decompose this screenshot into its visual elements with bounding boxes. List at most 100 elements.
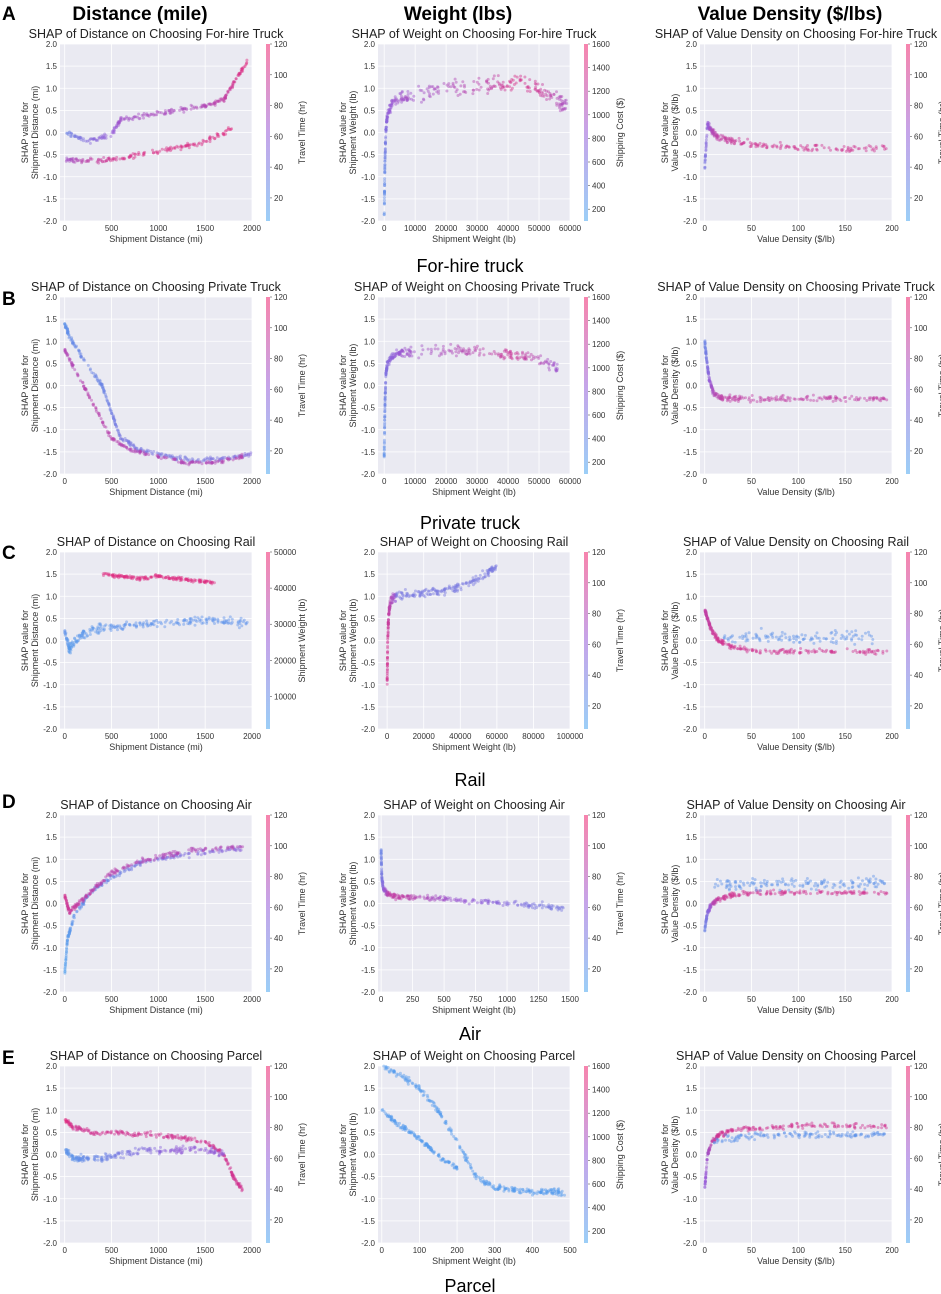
data-point <box>509 353 513 357</box>
data-point <box>385 360 389 364</box>
data-point <box>824 637 828 641</box>
data-point <box>704 146 708 150</box>
data-point <box>383 402 387 406</box>
data-point <box>184 144 188 148</box>
colorbar-tick-label: 10000 <box>274 692 297 701</box>
data-point <box>380 867 384 871</box>
data-point <box>174 621 178 625</box>
data-point <box>143 150 147 154</box>
data-point <box>813 884 816 888</box>
data-point <box>874 147 878 150</box>
data-point <box>549 360 553 363</box>
data-point <box>383 888 387 892</box>
data-point <box>422 895 426 899</box>
data-point <box>193 623 197 627</box>
data-point <box>220 620 223 624</box>
data-point <box>812 641 816 645</box>
data-point <box>181 107 185 111</box>
data-point <box>170 576 174 580</box>
data-point <box>508 350 511 354</box>
data-point <box>83 387 87 391</box>
data-point <box>86 393 90 397</box>
data-point <box>404 594 408 598</box>
data-point <box>518 79 522 83</box>
y-tick-label: 0.5 <box>46 614 58 623</box>
data-point <box>704 141 708 145</box>
data-point <box>772 888 776 892</box>
data-point <box>707 122 711 126</box>
data-point <box>195 106 199 110</box>
data-point <box>164 456 168 460</box>
data-point <box>66 331 70 335</box>
colorbar-tick-label: 50000 <box>274 548 297 557</box>
data-point <box>142 450 146 454</box>
x-tick-label: 10000 <box>404 477 427 486</box>
data-point <box>152 450 156 453</box>
colorbar-tick-label: 40 <box>592 671 601 680</box>
data-point <box>121 439 125 443</box>
data-point <box>107 156 111 160</box>
data-point <box>168 111 172 115</box>
data-point <box>537 90 541 94</box>
data-point <box>81 157 85 161</box>
data-point <box>188 617 192 621</box>
data-point <box>241 69 245 73</box>
data-point <box>154 573 158 576</box>
data-point <box>106 157 110 160</box>
data-point <box>387 363 391 367</box>
data-point <box>861 879 864 883</box>
data-point <box>749 145 753 148</box>
data-point <box>805 877 809 880</box>
data-point <box>69 908 73 912</box>
data-point <box>773 892 777 896</box>
x-tick-label: 150 <box>838 995 852 1004</box>
data-point <box>464 349 468 353</box>
data-point <box>768 891 772 895</box>
data-point <box>213 136 217 140</box>
data-point <box>401 354 405 358</box>
data-point <box>536 355 540 359</box>
data-point <box>119 573 123 577</box>
data-point <box>842 145 846 148</box>
data-point <box>394 102 398 106</box>
data-point <box>539 354 543 358</box>
data-point <box>431 85 435 89</box>
data-point <box>187 463 191 467</box>
data-point <box>227 455 231 459</box>
data-point <box>727 137 731 141</box>
data-point <box>548 92 552 95</box>
data-point <box>559 905 563 909</box>
data-point <box>384 128 388 132</box>
data-point <box>397 351 401 355</box>
data-point <box>880 144 884 148</box>
data-point <box>383 191 386 195</box>
data-point <box>870 148 874 152</box>
data-point <box>186 459 190 463</box>
data-point <box>725 140 729 144</box>
data-point <box>99 382 103 386</box>
data-point <box>66 327 69 331</box>
data-point <box>71 363 75 367</box>
colorbar-label: Shipment Weight (lb) <box>297 599 307 683</box>
data-point <box>192 106 196 110</box>
data-point <box>79 354 83 358</box>
data-point <box>65 331 69 335</box>
data-point <box>558 94 562 98</box>
data-point <box>117 434 121 437</box>
data-point <box>383 141 387 145</box>
data-point <box>486 87 490 91</box>
data-point <box>101 420 105 424</box>
data-point <box>225 457 229 461</box>
data-point <box>386 626 390 630</box>
colorbar <box>584 297 588 474</box>
colorbar-tick-label: 120 <box>274 293 288 302</box>
data-point <box>102 390 106 394</box>
y-tick-label: 1.5 <box>686 570 698 579</box>
data-point <box>401 894 405 898</box>
data-point <box>203 105 207 109</box>
data-point <box>427 86 431 90</box>
data-point <box>450 351 454 355</box>
data-point <box>704 142 708 146</box>
data-point <box>383 403 387 406</box>
colorbar-label: Travel Time (hr) <box>297 872 307 935</box>
